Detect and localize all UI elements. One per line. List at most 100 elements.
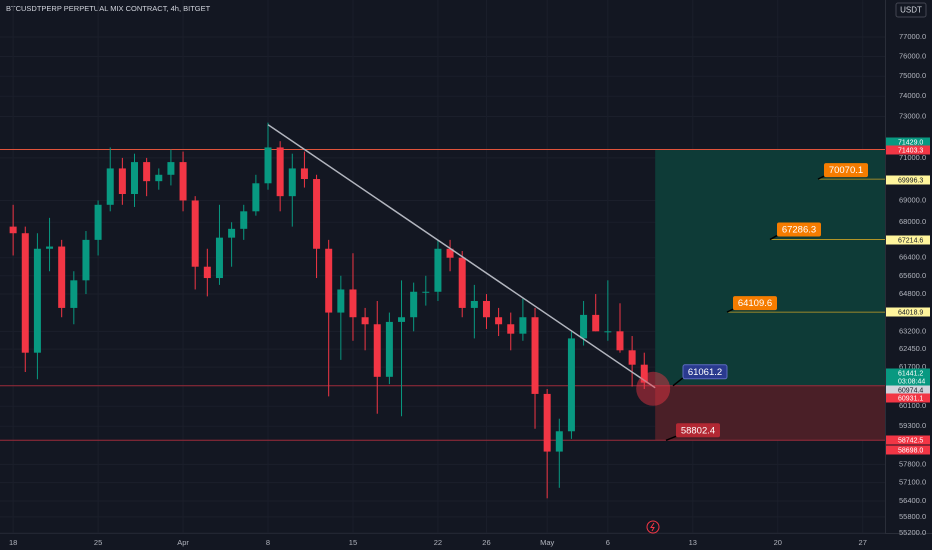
x-tick-label: 27 bbox=[859, 538, 867, 547]
y-tick-label: 71000.0 bbox=[899, 153, 926, 162]
candle-body bbox=[276, 147, 284, 197]
target-label: 67286.3 bbox=[782, 225, 816, 236]
price-tag bbox=[886, 235, 930, 245]
price-tag bbox=[886, 307, 930, 317]
candle-body bbox=[446, 248, 454, 258]
target-label-box bbox=[777, 222, 821, 237]
candle-body bbox=[482, 300, 490, 318]
y-tick-label: 76000.0 bbox=[899, 51, 926, 60]
candle-body bbox=[94, 204, 102, 240]
target-label: 58802.4 bbox=[681, 425, 715, 436]
event-icon[interactable] bbox=[646, 520, 660, 534]
price-tag-label: 58742.5 bbox=[898, 437, 923, 444]
candle-body bbox=[458, 257, 466, 308]
price-tag-label: 60931.1 bbox=[898, 395, 923, 402]
price-tag-label: 58698.0 bbox=[898, 447, 923, 454]
candle-body bbox=[288, 168, 296, 197]
candle-body bbox=[313, 179, 321, 249]
price-tag bbox=[886, 435, 930, 445]
candle-body bbox=[592, 314, 600, 332]
candle-body bbox=[179, 162, 187, 201]
candle-body bbox=[252, 183, 260, 212]
currency-button[interactable] bbox=[895, 2, 927, 18]
y-tick-label: 62450.0 bbox=[899, 344, 926, 353]
x-tick-label: 20 bbox=[774, 538, 782, 547]
y-tick-label: 75000.0 bbox=[899, 71, 926, 80]
y-tick-label: 77000.0 bbox=[899, 32, 926, 41]
label-pointer bbox=[665, 435, 677, 442]
candle-body bbox=[640, 364, 648, 383]
candle-body bbox=[519, 317, 527, 334]
price-tag-label: 60974.4 bbox=[898, 387, 923, 394]
candle-body bbox=[82, 239, 90, 281]
y-tick-label: 69000.0 bbox=[899, 195, 926, 204]
target-label-box bbox=[733, 296, 777, 311]
price-tag bbox=[886, 175, 930, 185]
y-tick-label: 55800.0 bbox=[899, 512, 926, 521]
candle-body bbox=[434, 248, 442, 292]
target-label-box bbox=[682, 364, 728, 380]
candle-body bbox=[398, 317, 406, 322]
y-tick-label: 65600.0 bbox=[899, 271, 926, 280]
candle-body bbox=[143, 162, 151, 182]
candle-body bbox=[167, 162, 175, 175]
candle-body bbox=[9, 226, 17, 234]
candle-body bbox=[373, 324, 381, 377]
candle-body bbox=[349, 289, 357, 318]
candle-body bbox=[337, 289, 345, 313]
x-tick-label: 13 bbox=[689, 538, 697, 547]
candle-body bbox=[240, 211, 248, 229]
target-label-box bbox=[676, 423, 720, 438]
candle-body bbox=[203, 266, 211, 279]
candle-body bbox=[616, 331, 624, 351]
currency[interactable]: USDT bbox=[900, 6, 922, 15]
candle-body bbox=[604, 331, 612, 333]
candle-body bbox=[555, 431, 563, 452]
chart-title: BTCUSDTPERP PERPETUAL MIX CONTRACT, 4h, … bbox=[6, 4, 211, 13]
price-tag-label: 61441.2 bbox=[898, 370, 923, 377]
y-tick-label: 74000.0 bbox=[899, 91, 926, 100]
candle-body bbox=[58, 246, 66, 308]
candle-body bbox=[21, 233, 29, 353]
y-tick-label: 66400.0 bbox=[899, 253, 926, 262]
candle-body bbox=[470, 300, 478, 308]
candle-body bbox=[531, 317, 539, 394]
y-tick-label: 64800.0 bbox=[899, 289, 926, 298]
candle-body bbox=[567, 338, 575, 432]
x-tick-label: 15 bbox=[349, 538, 357, 547]
price-tag bbox=[886, 385, 930, 395]
x-tick-label: Apr bbox=[177, 538, 189, 547]
y-tick-label: 60100.0 bbox=[899, 401, 926, 410]
y-tick-label: 56400.0 bbox=[899, 496, 926, 505]
candle-body bbox=[410, 291, 418, 318]
candle-body bbox=[300, 168, 308, 180]
x-tick-label: 26 bbox=[482, 538, 490, 547]
candle-body bbox=[191, 200, 199, 267]
candle-body bbox=[131, 162, 139, 195]
plot: 70070.1 67286.3 64109.6 61061.2 58802.4 bbox=[0, 122, 885, 499]
candle-body bbox=[325, 248, 333, 313]
candle-body bbox=[507, 324, 515, 334]
y-tick-label: 73000.0 bbox=[899, 111, 926, 120]
price-tag bbox=[886, 368, 930, 378]
target-label-box bbox=[824, 163, 868, 178]
candle-body bbox=[543, 393, 551, 452]
highlight-circle bbox=[636, 371, 671, 406]
x-tick-label: 8 bbox=[266, 538, 270, 547]
price-tag-label: 67214.6 bbox=[898, 237, 923, 244]
label-pointer bbox=[672, 377, 684, 387]
price-tag bbox=[886, 376, 930, 386]
price-tag-label: 71429.0 bbox=[898, 139, 923, 146]
target-label: 64109.6 bbox=[738, 298, 772, 309]
candle-body bbox=[422, 291, 430, 293]
candle-body bbox=[106, 168, 114, 205]
event-icon-bolt bbox=[650, 522, 655, 532]
label-pointer bbox=[769, 234, 778, 241]
x-tick-label: 25 bbox=[94, 538, 102, 547]
candle-body bbox=[264, 147, 272, 184]
y-tick-label: 57100.0 bbox=[899, 478, 926, 487]
candle-body bbox=[215, 237, 223, 279]
price-tag-label: 03:08:44 bbox=[898, 378, 925, 385]
label-pointer bbox=[817, 175, 825, 180]
candle-body bbox=[228, 228, 236, 238]
